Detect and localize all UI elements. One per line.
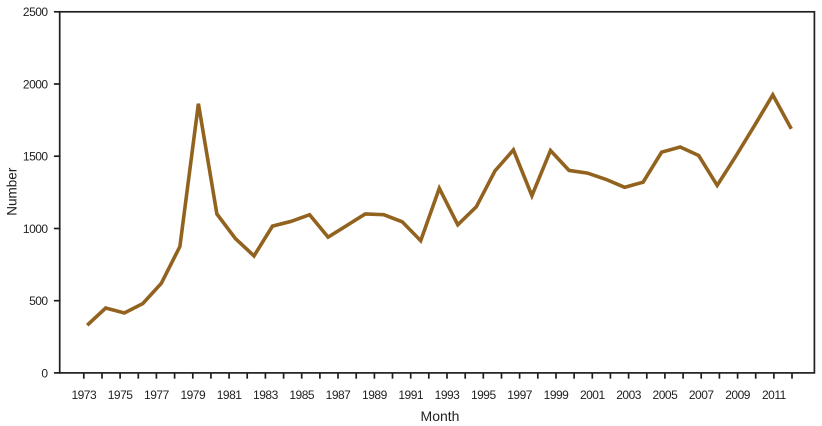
svg-text:1981: 1981 [217, 388, 243, 402]
svg-text:1973: 1973 [71, 388, 97, 402]
svg-text:2007: 2007 [689, 388, 715, 402]
svg-text:1983: 1983 [253, 388, 279, 402]
svg-text:1989: 1989 [362, 388, 388, 402]
svg-text:1995: 1995 [471, 388, 497, 402]
svg-text:1975: 1975 [108, 388, 134, 402]
svg-text:1985: 1985 [289, 388, 315, 402]
svg-text:1987: 1987 [326, 388, 352, 402]
svg-text:2000: 2000 [23, 77, 49, 91]
svg-text:2005: 2005 [653, 388, 679, 402]
svg-text:1000: 1000 [23, 222, 49, 236]
svg-text:1993: 1993 [435, 388, 461, 402]
svg-text:Month: Month [421, 408, 460, 424]
svg-text:2011: 2011 [762, 388, 787, 402]
svg-text:500: 500 [29, 294, 48, 308]
svg-text:2009: 2009 [725, 388, 751, 402]
svg-text:Number: Number [5, 167, 20, 216]
svg-text:1979: 1979 [180, 388, 206, 402]
svg-text:1977: 1977 [144, 388, 170, 402]
svg-text:2500: 2500 [23, 5, 49, 19]
svg-text:1500: 1500 [23, 150, 49, 164]
svg-text:1997: 1997 [507, 388, 533, 402]
svg-text:0: 0 [41, 366, 48, 380]
svg-text:2003: 2003 [616, 388, 642, 402]
svg-text:2001: 2001 [580, 388, 606, 402]
svg-text:1991: 1991 [398, 388, 424, 402]
svg-text:1999: 1999 [544, 388, 570, 402]
